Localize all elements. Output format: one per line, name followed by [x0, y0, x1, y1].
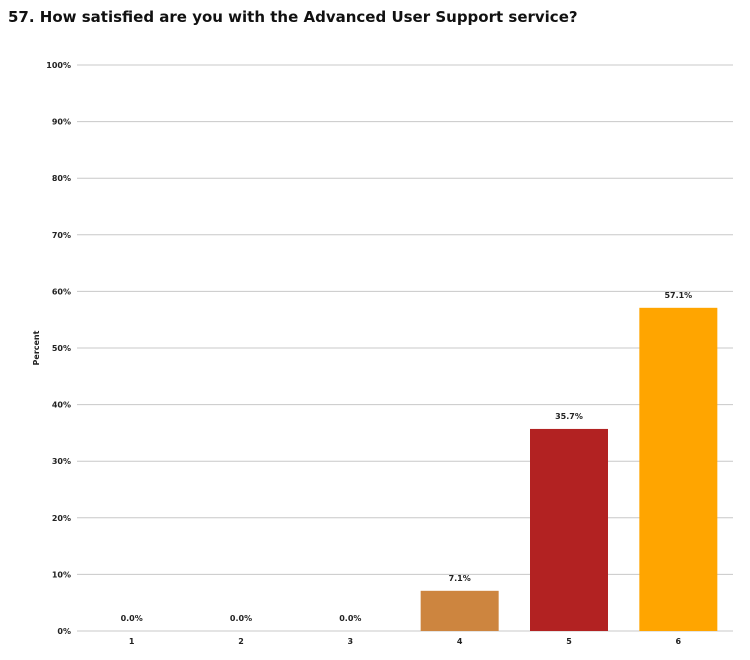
y-tick-label: 70% — [52, 231, 71, 240]
data-label-6: 57.1% — [664, 291, 692, 300]
data-label-1: 0.0% — [121, 614, 143, 623]
x-tick-label: 5 — [566, 637, 572, 646]
x-tick-label: 6 — [676, 637, 682, 646]
chart-title: 57. How satisfied are you with the Advan… — [8, 8, 578, 26]
data-labels: 0.0% 0.0% 0.0% 7.1% 35.7% 57.1% — [121, 291, 693, 623]
data-label-3: 0.0% — [339, 614, 361, 623]
y-tick-label: 80% — [52, 174, 71, 183]
bar-5 — [530, 428, 608, 631]
x-tick-label: 4 — [457, 637, 463, 646]
x-axis-ticks: 1 2 3 4 5 6 — [129, 637, 682, 646]
y-tick-label: 10% — [52, 570, 71, 579]
data-label-2: 0.0% — [230, 614, 252, 623]
data-label-5: 35.7% — [555, 412, 583, 421]
y-tick-label: 50% — [52, 344, 71, 353]
y-tick-label: 90% — [52, 118, 71, 127]
bar-4 — [420, 590, 499, 631]
y-tick-label: 20% — [52, 514, 71, 523]
bars — [420, 307, 718, 631]
x-tick-label: 2 — [238, 637, 244, 646]
x-tick-label: 3 — [348, 637, 354, 646]
data-label-4: 7.1% — [449, 574, 471, 583]
y-tick-label: 60% — [52, 287, 71, 296]
gridlines — [77, 64, 733, 632]
y-axis-ticks: 0% 10% 20% 30% 40% 50% 60% 70% 80% 90% 100% — [46, 61, 71, 636]
y-tick-label: 100% — [46, 61, 71, 70]
bar-6 — [639, 307, 718, 631]
x-tick-label: 1 — [129, 637, 135, 646]
y-tick-label: 40% — [52, 401, 71, 410]
y-tick-label: 30% — [52, 457, 71, 466]
y-axis-label: Percent — [32, 330, 41, 365]
y-tick-label: 0% — [57, 627, 71, 636]
